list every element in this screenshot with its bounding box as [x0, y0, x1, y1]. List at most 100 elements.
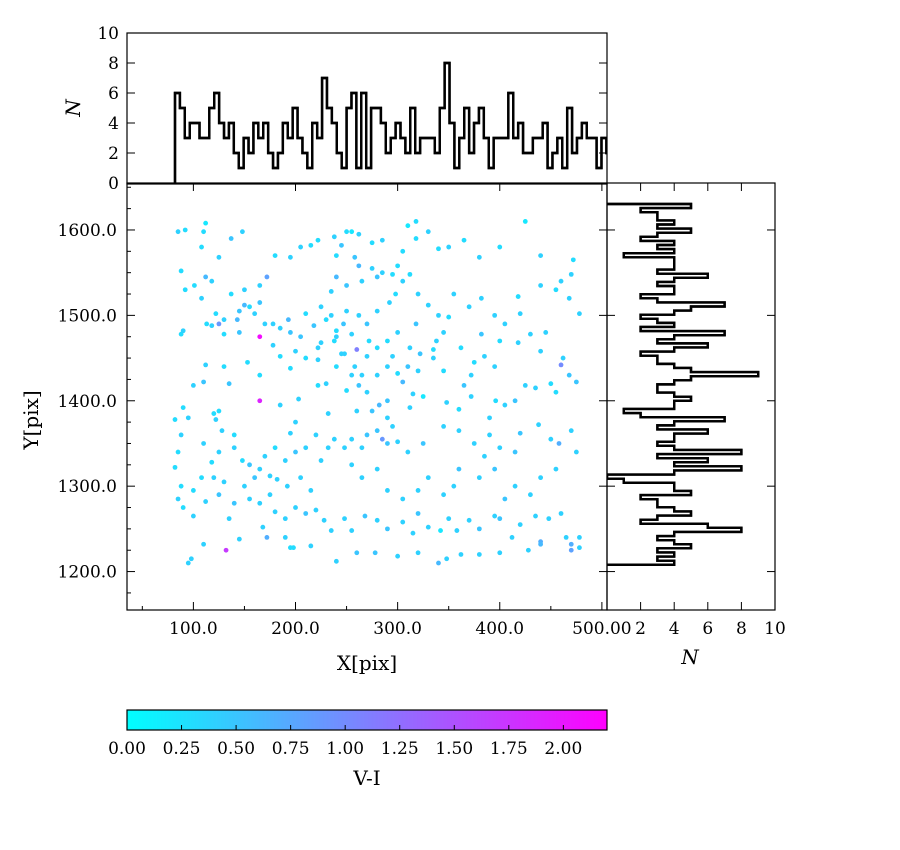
- scatter-point: [331, 436, 337, 442]
- scatter-point: [178, 483, 184, 489]
- scatter-point: [315, 345, 321, 351]
- scatter-point: [568, 541, 574, 547]
- top-histogram-y-tick-label: 2: [108, 144, 119, 164]
- scatter-point: [374, 372, 380, 378]
- scatter-point: [190, 513, 196, 519]
- scatter-point: [420, 394, 426, 399]
- scatter-point: [236, 536, 242, 542]
- scatter-point: [247, 462, 252, 468]
- scatter-y-tick-label: 1500.0: [58, 306, 117, 326]
- top-histogram-y-tick-label: 6: [108, 84, 119, 104]
- scatter-point: [349, 462, 355, 468]
- scatter-point: [379, 436, 385, 442]
- scatter-point: [192, 283, 197, 288]
- scatter-point: [476, 475, 482, 481]
- scatter-point: [315, 237, 321, 243]
- scatter-x-tick-label: 400.0: [475, 619, 524, 639]
- scatter-y-tick-label: 1300.0: [58, 477, 117, 497]
- scatter-point: [175, 449, 181, 455]
- top-histogram-y-tick-label: 0: [108, 174, 119, 194]
- scatter-point: [573, 449, 579, 455]
- scatter-point: [497, 516, 503, 522]
- scatter-point: [323, 381, 329, 387]
- scatter-point: [482, 353, 487, 359]
- top-histogram-y-label: N: [61, 98, 85, 118]
- scatter-point: [234, 317, 240, 323]
- scatter-point: [533, 513, 538, 519]
- scatter-point: [413, 321, 419, 327]
- scatter-point: [548, 381, 554, 387]
- scatter-point: [533, 385, 538, 391]
- scatter-point: [553, 389, 559, 395]
- scatter-point: [417, 351, 423, 357]
- scatter-point: [203, 499, 209, 504]
- scatter-point: [497, 445, 503, 451]
- scatter-point: [366, 338, 372, 344]
- scatter-point: [211, 411, 217, 416]
- scatter-point: [476, 552, 482, 557]
- scatter-point: [456, 406, 462, 412]
- scatter-point: [468, 372, 474, 378]
- colorbar: 0.00 0.25 0.50 0.75 1.00 1.25 1.50 1.75 2.00 V-I: [108, 709, 608, 790]
- scatter-point: [264, 535, 270, 540]
- scatter-point: [577, 311, 582, 317]
- scatter-point: [182, 227, 188, 233]
- scatter-point: [264, 274, 270, 280]
- right-histogram: 2 4 6 8 10 N: [606, 182, 786, 669]
- scatter-point: [393, 291, 398, 297]
- scatter-point: [333, 334, 339, 340]
- scatter-point: [407, 271, 413, 277]
- scatter-point: [376, 402, 382, 408]
- scatter-point: [180, 405, 186, 411]
- scatter-point: [413, 236, 419, 241]
- scatter-point: [359, 445, 365, 451]
- scatter-point: [415, 368, 421, 374]
- scatter-point: [515, 340, 521, 346]
- scatter-point: [415, 488, 421, 493]
- scatter-point: [293, 449, 298, 455]
- colorbar-tick-label: 2.00: [544, 739, 582, 759]
- scatter-point: [558, 511, 564, 516]
- scatter-point: [356, 312, 362, 318]
- scatter-point: [566, 372, 572, 378]
- scatter-point: [385, 488, 390, 493]
- scatter-point: [318, 458, 324, 463]
- scatter-point: [190, 382, 196, 388]
- scatter-point: [293, 505, 298, 510]
- scatter-point: [282, 458, 288, 463]
- right-histogram-x-tick-label: 8: [736, 619, 747, 639]
- scatter-point: [456, 428, 462, 434]
- scatter-point: [257, 500, 263, 506]
- scatter-x-tick-label: 300.0: [373, 619, 422, 639]
- scatter-point: [356, 382, 362, 388]
- scatter-point: [262, 453, 268, 459]
- right-histogram-x-axis: 2 4 6 8 10: [607, 183, 786, 639]
- scatter-point: [252, 311, 258, 317]
- top-histogram-y-tick-label: 4: [108, 114, 119, 134]
- scatter-x-tick-label: 500.00: [572, 619, 631, 639]
- scatter-point: [270, 342, 276, 348]
- scatter-point: [517, 430, 523, 436]
- scatter-point: [558, 278, 564, 284]
- scatter-point: [570, 257, 576, 263]
- scatter-point: [538, 348, 544, 354]
- scatter-point: [517, 522, 523, 527]
- scatter-point: [333, 274, 339, 280]
- scatter-point: [257, 372, 263, 378]
- scatter-points: [172, 219, 582, 566]
- scatter-point: [285, 317, 291, 323]
- scatter-point: [390, 423, 395, 429]
- scatter-point: [231, 432, 237, 438]
- scatter-point: [476, 526, 482, 532]
- scatter-point: [175, 229, 181, 235]
- scatter-point: [303, 445, 309, 451]
- scatter-point: [172, 464, 178, 470]
- scatter-point: [349, 229, 355, 235]
- scatter-point: [356, 263, 362, 269]
- scatter-point: [415, 511, 421, 516]
- scatter-point: [288, 365, 293, 371]
- scatter-point: [185, 415, 191, 421]
- scatter-point: [221, 479, 227, 485]
- scatter-point: [568, 428, 574, 434]
- scatter-point: [180, 505, 186, 510]
